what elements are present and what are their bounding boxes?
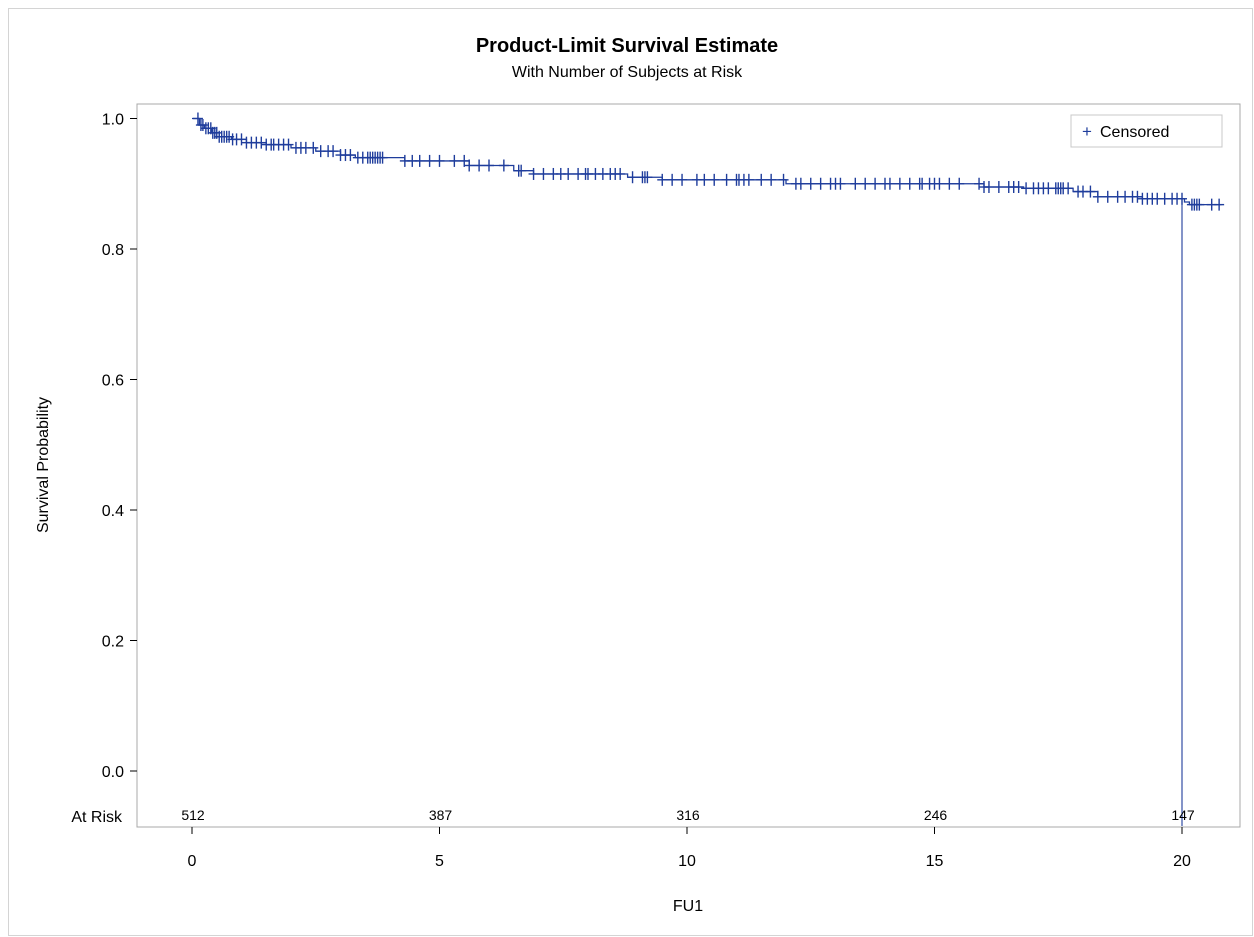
y-tick-label: 0.8 — [102, 242, 124, 259]
x-axis-label: FU1 — [673, 898, 703, 915]
at-risk-count: 316 — [676, 807, 700, 823]
chart-subtitle: With Number of Subjects at Risk — [511, 64, 743, 81]
x-axis: 0 5 10 15 20 — [188, 827, 1191, 870]
at-risk-count: 246 — [924, 807, 948, 823]
legend: + Censored — [1070, 114, 1223, 148]
at-risk-count: 387 — [429, 807, 453, 823]
y-tick-label: 0.4 — [102, 503, 124, 520]
at-risk-table: At Risk 512 387 316 246 147 — [71, 807, 1195, 826]
plot-border — [136, 103, 1241, 828]
censored-markers-layer — [192, 112, 1225, 211]
legend-box — [1070, 114, 1223, 148]
x-tick-label: 5 — [435, 853, 444, 870]
survival-curve-layer — [192, 117, 1222, 826]
legend-label: Censored — [1100, 124, 1169, 141]
y-axis-label: Survival Probability — [35, 397, 52, 533]
y-tick-label: 1.0 — [102, 112, 124, 129]
y-tick-label: 0.6 — [102, 373, 124, 390]
at-risk-label: At Risk — [71, 809, 123, 826]
survival-curve — [192, 117, 1222, 206]
chart-title: Product-Limit Survival Estimate — [475, 35, 779, 57]
y-axis: 0.0 0.2 0.4 0.6 0.8 1.0 — [102, 112, 137, 781]
y-tick-label: 0.0 — [102, 764, 124, 781]
chart-frame — [8, 8, 1253, 936]
at-risk-count: 147 — [1171, 807, 1195, 823]
x-tick-label: 10 — [678, 853, 696, 870]
x-tick-label: 15 — [926, 853, 944, 870]
plot-area — [136, 103, 1241, 828]
y-tick-label: 0.2 — [102, 634, 124, 651]
x-tick-label: 0 — [188, 853, 197, 870]
legend-symbol: + — [1082, 122, 1092, 141]
at-risk-count: 512 — [181, 807, 205, 823]
x-tick-label: 20 — [1173, 853, 1191, 870]
